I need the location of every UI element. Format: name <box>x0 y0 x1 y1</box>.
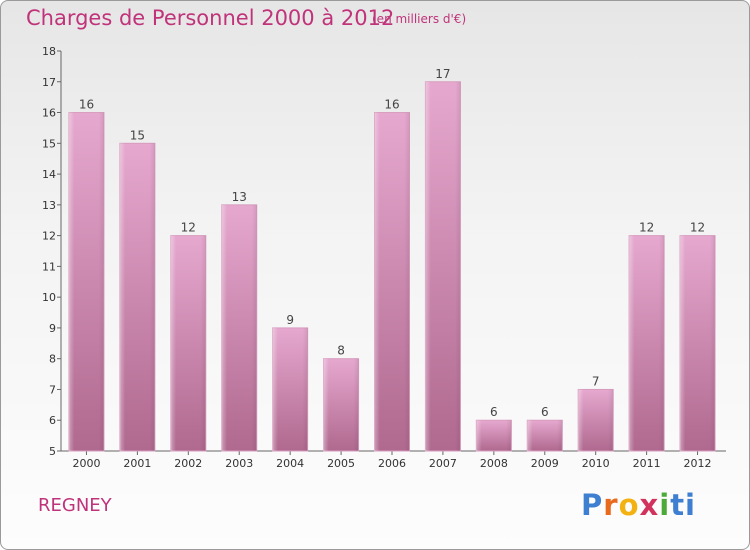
logo-letter: i <box>659 488 671 522</box>
bar-shade-2004 <box>272 327 308 451</box>
y-tick-label: 15 <box>42 137 56 150</box>
x-tick-label: 2005 <box>327 457 355 470</box>
x-tick-label: 2012 <box>684 457 712 470</box>
location-label: REGNEY <box>38 495 112 516</box>
y-tick-label: 9 <box>49 322 56 335</box>
data-label: 9 <box>286 313 294 327</box>
bar-shade-2012 <box>680 235 716 451</box>
data-label: 6 <box>541 405 549 419</box>
bar-shade-2002 <box>170 235 206 451</box>
bar-shade-2000 <box>68 112 104 452</box>
data-label: 16 <box>79 98 94 112</box>
data-label: 12 <box>639 221 654 235</box>
data-label: 8 <box>337 344 345 358</box>
data-label: 12 <box>181 221 196 235</box>
x-tick-label: 2009 <box>531 457 559 470</box>
y-tick-label: 17 <box>42 76 56 89</box>
y-tick-label: 6 <box>49 414 56 427</box>
y-tick-label: 10 <box>42 291 56 304</box>
bar-shade-2011 <box>629 235 665 451</box>
bars <box>68 81 716 452</box>
bar-shade-2005 <box>323 358 359 451</box>
y-tick-label: 18 <box>42 45 56 58</box>
chart-title: Charges de Personnel 2000 à 2012 <box>26 6 395 30</box>
y-tick-label: 14 <box>42 168 56 181</box>
x-tick-label: 2006 <box>378 457 406 470</box>
x-tick-label: 2008 <box>480 457 508 470</box>
x-tick-label: 2007 <box>429 457 457 470</box>
x-tick-label: 2002 <box>174 457 202 470</box>
y-tick-label: 7 <box>49 383 56 396</box>
data-label: 7 <box>592 374 600 388</box>
bar-shade-2009 <box>527 420 563 451</box>
x-tick-label: 2004 <box>276 457 304 470</box>
data-label: 6 <box>490 405 498 419</box>
axes: 5 6 7 8 9 10 11 12 13 14 15 16 17 18 2000 2001 2002 2003 2… <box>42 45 726 470</box>
logo-letter: x <box>639 488 660 522</box>
y-tick-label: 16 <box>42 107 56 120</box>
logo-letter: P <box>581 488 604 522</box>
logo-letter: r <box>603 488 619 522</box>
data-label: 15 <box>130 128 145 142</box>
bar-shade-2010 <box>578 389 614 451</box>
bar-shade-2008 <box>476 420 512 451</box>
data-labels: 16 15 12 13 9 8 16 17 6 6 7 12 12 <box>79 67 705 419</box>
x-tick-label: 2001 <box>123 457 151 470</box>
data-label: 16 <box>384 98 399 112</box>
x-tick-label: 2000 <box>72 457 100 470</box>
data-label: 13 <box>232 190 247 204</box>
bar-shade-2003 <box>221 204 257 451</box>
y-tick-label: 12 <box>42 230 56 243</box>
data-label: 17 <box>435 67 450 81</box>
bar-shade-2001 <box>119 143 155 452</box>
x-tick-label: 2011 <box>633 457 661 470</box>
x-tick-label: 2010 <box>582 457 610 470</box>
y-tick-label: 13 <box>42 199 56 212</box>
logo-letter: o <box>618 488 640 522</box>
bar-shade-2007 <box>425 81 461 452</box>
x-tick-label: 2003 <box>225 457 253 470</box>
y-tick-label: 8 <box>49 353 56 366</box>
proxiti-logo: Proxiti <box>581 488 696 522</box>
y-tick-label: 11 <box>42 260 56 273</box>
logo-letter: ti <box>670 488 696 522</box>
chart-subtitle: (en milliers d'€) <box>372 12 467 26</box>
data-label: 12 <box>690 221 705 235</box>
y-tick-label: 5 <box>49 445 56 458</box>
bar-shade-2006 <box>374 112 410 452</box>
